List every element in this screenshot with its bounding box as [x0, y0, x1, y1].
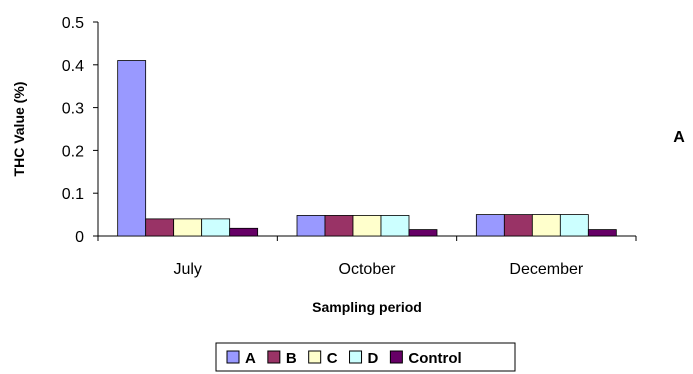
panel-label: A: [673, 129, 685, 146]
legend-label-d: D: [368, 350, 379, 367]
legend-swatch-a: [227, 351, 239, 363]
bar-a-december: [476, 215, 504, 236]
y-tick-label: 0: [75, 229, 84, 246]
legend-swatch-c: [309, 351, 321, 363]
legend-swatch-d: [350, 351, 362, 363]
x-ticks: [98, 236, 636, 241]
category-label: October: [339, 261, 397, 278]
bar-a-october: [297, 215, 325, 236]
legend-label-c: C: [327, 350, 338, 367]
bar-control-october: [409, 230, 437, 236]
bar-b-october: [325, 215, 353, 236]
bar-d-october: [381, 215, 409, 236]
bar-control-december: [588, 230, 616, 236]
bar-control-july: [230, 228, 258, 236]
y-axis-title: THC Value (%): [11, 82, 27, 177]
legend-label-control: Control: [408, 350, 461, 367]
y-tick-label: 0.4: [62, 58, 84, 75]
category-labels: July October December: [173, 261, 583, 278]
bar-d-july: [202, 219, 230, 236]
y-tick-label: 0.1: [62, 186, 84, 203]
plot-area: 0 0.1 0.2 0.3 0.4 0.5 July October December: [62, 15, 636, 278]
legend-swatch-control: [390, 351, 402, 363]
bar-c-october: [353, 215, 381, 236]
y-tick-label: 0.5: [62, 15, 84, 32]
bars: [118, 61, 617, 236]
legend-label-a: A: [245, 350, 256, 367]
legend-swatch-b: [268, 351, 280, 363]
y-tick-label: 0.3: [62, 101, 84, 118]
y-ticks: 0 0.1 0.2 0.3 0.4 0.5: [62, 15, 98, 246]
category-label: December: [509, 261, 583, 278]
bar-d-december: [560, 215, 588, 236]
y-tick-label: 0.2: [62, 143, 84, 160]
bar-b-july: [146, 219, 174, 236]
category-label: July: [173, 261, 201, 278]
legend-box: [216, 343, 515, 371]
bar-c-december: [532, 215, 560, 236]
bar-b-december: [504, 215, 532, 236]
bar-c-july: [174, 219, 202, 236]
legend-label-b: B: [286, 350, 297, 367]
legend: A B C D Control: [216, 343, 515, 371]
bar-a-july: [118, 61, 146, 236]
x-axis-title: Sampling period: [312, 299, 422, 315]
